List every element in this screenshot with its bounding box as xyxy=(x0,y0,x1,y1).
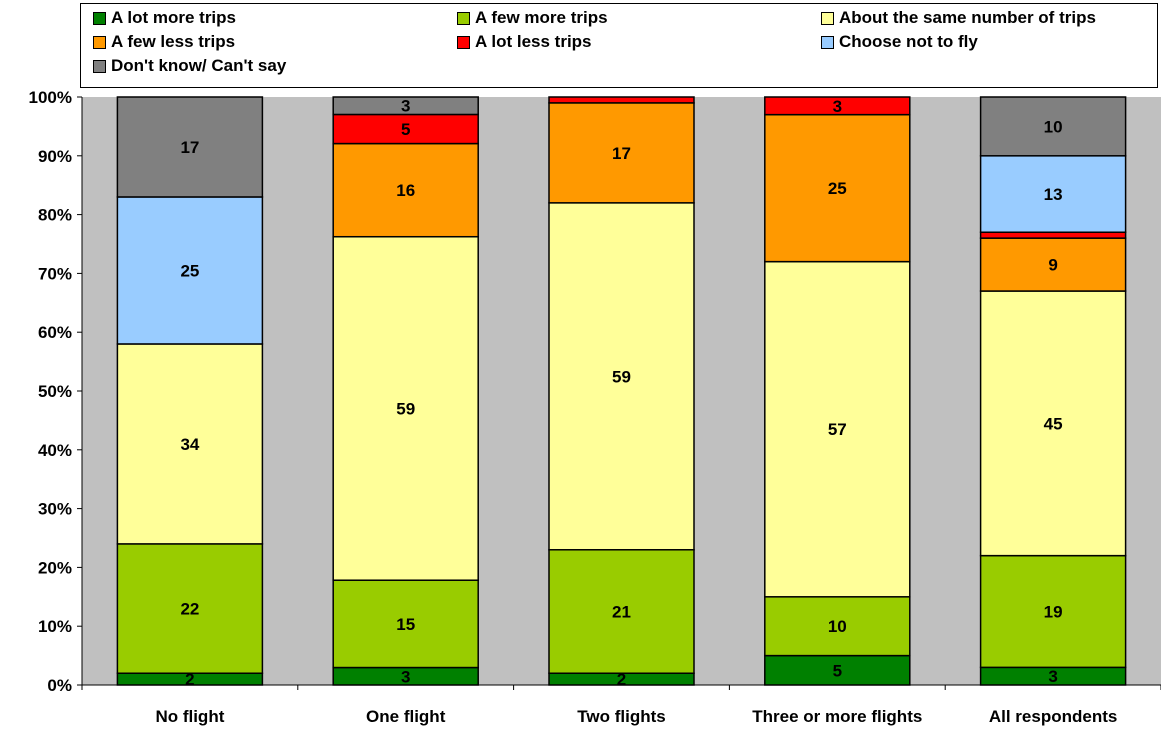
legend-item: Choose not to fly xyxy=(821,32,978,52)
x-tick-label: No flight xyxy=(155,707,224,726)
bar-segment xyxy=(116,543,264,674)
data-label: 17 xyxy=(612,144,631,163)
data-label: 16 xyxy=(396,181,415,200)
bar-segment xyxy=(764,113,911,263)
data-label: 25 xyxy=(180,261,199,280)
legend-swatch xyxy=(821,11,834,25)
legend-swatch xyxy=(93,59,106,73)
x-tick-label: Two flights xyxy=(577,707,665,726)
data-label: 25 xyxy=(828,179,847,198)
data-label: 3 xyxy=(401,667,410,686)
bar-segment xyxy=(332,235,479,581)
data-label: 10 xyxy=(1044,117,1063,136)
legend-label: About the same number of trips xyxy=(839,8,1096,27)
data-label: 2 xyxy=(617,670,626,689)
legend-swatch xyxy=(457,35,470,49)
data-label: 57 xyxy=(828,420,847,439)
data-label: 3 xyxy=(401,97,410,116)
bar-segment xyxy=(764,96,911,116)
y-tick-label: 40% xyxy=(38,441,72,460)
legend-swatch xyxy=(93,35,106,49)
bar-segment xyxy=(332,579,479,669)
bar-segment xyxy=(116,196,264,345)
data-label: 21 xyxy=(612,603,631,622)
y-tick-label: 70% xyxy=(38,264,72,283)
bars-group: 2223425173155916532215917510572533194591… xyxy=(116,96,1127,689)
legend-label: Don't know/ Can't say xyxy=(111,56,287,75)
y-tick-label: 90% xyxy=(38,147,72,166)
legend-label: A lot less trips xyxy=(475,32,592,51)
bar-segment xyxy=(332,96,479,116)
y-tick-label: 0% xyxy=(47,676,72,695)
legend-item: A lot less trips xyxy=(457,32,592,52)
bar-segment xyxy=(979,231,1127,239)
x-tick-label: Three or more flights xyxy=(752,707,922,726)
axes-group: 0% 10% 20% 30% 40% 50% 60% 70% 80% 90% 100% No flig… xyxy=(29,88,1161,726)
data-label: 5 xyxy=(833,661,842,680)
data-label: 45 xyxy=(1044,414,1063,433)
y-tick-label: 50% xyxy=(38,382,72,401)
bar-segment xyxy=(548,549,695,674)
y-tick-label: 100% xyxy=(29,88,72,107)
data-label: 10 xyxy=(828,617,847,636)
y-tick-label: 80% xyxy=(38,206,72,225)
bar-segment xyxy=(116,96,264,198)
data-label: 59 xyxy=(612,367,631,386)
bar-segment xyxy=(116,343,264,545)
bar-segment xyxy=(979,554,1127,669)
bar-segment xyxy=(548,96,695,104)
data-label: 59 xyxy=(396,399,415,418)
legend: A lot more trips A few more trips About th… xyxy=(80,3,1158,88)
bar-segment xyxy=(764,596,911,657)
bar-segment xyxy=(979,96,1127,157)
legend-label: A few more trips xyxy=(475,8,608,27)
legend-item: A lot more trips xyxy=(93,8,236,28)
legend-item: Don't know/ Can't say xyxy=(93,56,286,76)
legend-item: A few more trips xyxy=(457,8,608,28)
legend-item: A few less trips xyxy=(93,32,235,52)
legend-label: A few less trips xyxy=(111,32,236,51)
legend-swatch xyxy=(93,11,106,25)
bar-segment xyxy=(979,237,1127,292)
y-tick-label: 20% xyxy=(38,558,72,577)
data-label: 9 xyxy=(1048,256,1057,275)
bar-segment xyxy=(332,113,479,145)
y-tick-label: 60% xyxy=(38,323,72,342)
legend-label: Choose not to fly xyxy=(839,32,978,51)
data-label: 34 xyxy=(180,435,199,454)
x-tick-label: One flight xyxy=(366,707,446,726)
bar-segment xyxy=(764,260,911,598)
data-label: 3 xyxy=(833,97,842,116)
legend-swatch xyxy=(821,35,834,49)
legend-label: A lot more trips xyxy=(111,8,236,27)
bar-segment xyxy=(332,142,479,238)
data-label: 22 xyxy=(180,600,199,619)
bar-segment xyxy=(548,102,695,204)
y-tick-label: 30% xyxy=(38,500,72,519)
y-tick-label: 10% xyxy=(38,617,72,636)
legend-item: About the same number of trips xyxy=(821,8,1096,28)
data-label: 13 xyxy=(1044,185,1063,204)
legend-swatch xyxy=(457,11,470,25)
data-label: 2 xyxy=(185,670,194,689)
x-tick-label: All respondents xyxy=(989,707,1117,726)
data-label: 19 xyxy=(1044,603,1063,622)
data-label: 15 xyxy=(396,615,415,634)
data-label: 5 xyxy=(401,120,410,139)
data-label: 3 xyxy=(1048,667,1057,686)
data-label: 17 xyxy=(180,138,199,157)
